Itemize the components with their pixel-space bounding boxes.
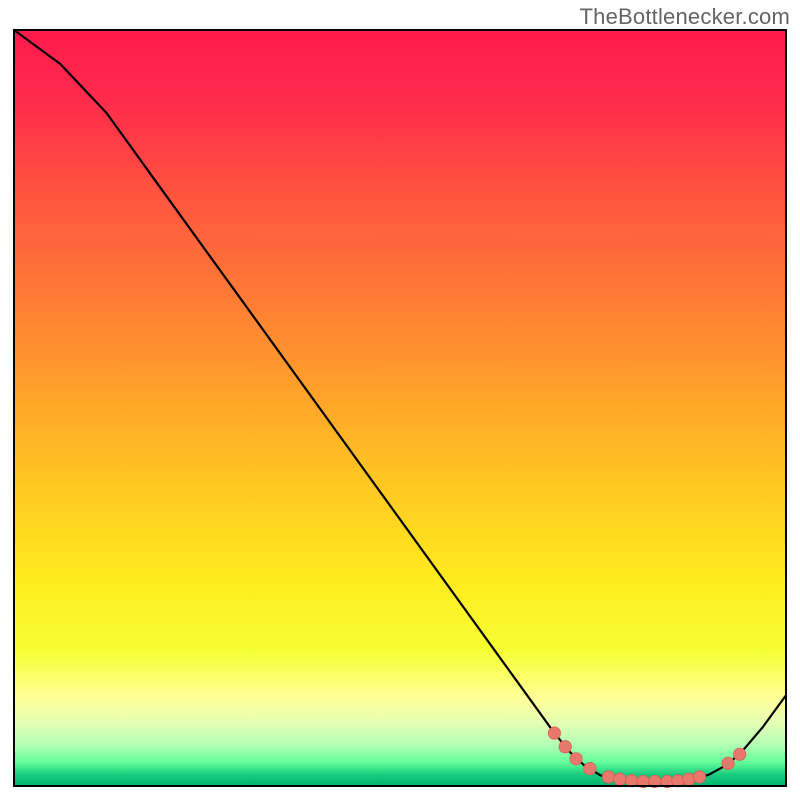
marker-dot <box>733 748 745 760</box>
bottleneck-chart: TheBottlenecker.com <box>0 0 800 800</box>
marker-dot <box>570 753 582 765</box>
gradient-background <box>14 30 786 786</box>
marker-dot <box>722 757 734 769</box>
watermark-label: TheBottlenecker.com <box>580 4 790 30</box>
chart-svg <box>0 0 800 800</box>
marker-dot <box>693 771 705 783</box>
marker-dot <box>559 740 571 752</box>
marker-dot <box>614 773 626 785</box>
marker-dot <box>584 762 596 774</box>
marker-dot <box>683 773 695 785</box>
marker-dot <box>548 727 560 739</box>
marker-dot <box>602 771 614 783</box>
